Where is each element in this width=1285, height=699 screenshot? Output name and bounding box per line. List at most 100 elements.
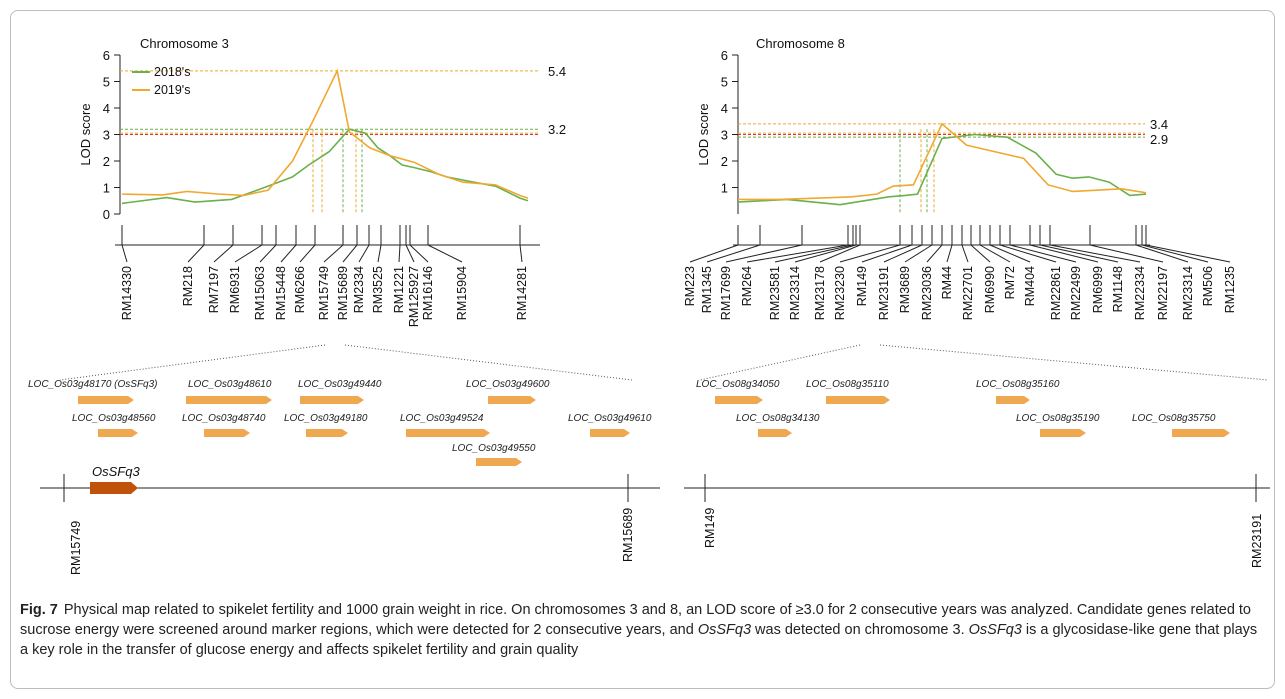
- threshold-label: 5.4: [548, 64, 566, 79]
- marker-label: RM3525: [371, 266, 385, 313]
- gene-arrow: [758, 429, 792, 437]
- marker-label: RM22701: [961, 266, 975, 320]
- marker-label: RM1345: [700, 266, 714, 313]
- chart-panel-chr3: 0123456LOD scoreChromosome 35.43.22018's…: [28, 36, 660, 575]
- zoom-guide: [345, 345, 632, 380]
- marker-connector: [971, 245, 990, 262]
- gene-label: LOC_Os03g49610: [568, 413, 652, 424]
- threshold-label: 2.9: [1150, 132, 1168, 147]
- y-tick-label: 5: [103, 75, 110, 90]
- marker-connector: [1040, 245, 1118, 262]
- y-tick-label: 0: [103, 207, 110, 222]
- y-axis-label: LOD score: [696, 103, 711, 165]
- panel-title: Chromosome 8: [756, 36, 845, 51]
- marker-connector: [281, 245, 296, 262]
- gene-label: LOC_Os03g49600: [466, 379, 550, 390]
- marker-label: RM23178: [813, 266, 827, 320]
- marker-label: RM15448: [274, 266, 288, 320]
- marker-connector: [520, 245, 522, 262]
- physical-map-left-marker: RM15749: [69, 521, 83, 575]
- legend-label: 2019's: [154, 83, 190, 97]
- marker-label: RM6266: [293, 266, 307, 313]
- gene-arrow: [300, 396, 364, 404]
- target-gene-arrow: [90, 482, 138, 494]
- marker-label: RM223: [683, 266, 697, 306]
- marker-connector: [235, 245, 262, 262]
- marker-connector: [378, 245, 381, 262]
- gene-arrow: [996, 396, 1030, 404]
- marker-label: RM1221: [392, 266, 406, 313]
- marker-label: RM44: [940, 266, 954, 299]
- gene-arrow: [826, 396, 890, 404]
- marker-label: RM22197: [1156, 266, 1170, 320]
- marker-label: RM6931: [228, 266, 242, 313]
- marker-label: RM14281: [515, 266, 529, 320]
- marker-label: RM125927: [407, 266, 421, 327]
- marker-connector: [399, 245, 400, 262]
- marker-connector: [1146, 245, 1230, 262]
- gene-arrow: [406, 429, 490, 437]
- gene-label: LOC_Os03g48170 (OsSFq3): [28, 379, 158, 390]
- y-tick-label: 3: [721, 128, 728, 143]
- gene-label: LOC_Os03g49524: [400, 413, 484, 424]
- marker-label: RM404: [1023, 266, 1037, 306]
- marker-label: RM6990: [983, 266, 997, 313]
- marker-connector: [962, 245, 968, 262]
- gene-label: LOC_Os08g35160: [976, 379, 1060, 390]
- marker-label: RM72: [1003, 266, 1017, 299]
- target-gene-label: OsSFq3: [92, 464, 140, 479]
- marker-connector: [122, 245, 127, 262]
- marker-label: RM506: [1201, 266, 1215, 306]
- marker-connector: [947, 245, 952, 262]
- marker-connector: [927, 245, 942, 262]
- gene-label: LOC_Os03g49180: [284, 413, 368, 424]
- physical-map-right-marker: RM23191: [1250, 514, 1264, 568]
- marker-label: RM1148: [1111, 266, 1125, 312]
- caption-gene-2: OsSFq3: [969, 622, 1022, 638]
- marker-label: RM218: [181, 266, 195, 306]
- marker-connector: [905, 245, 932, 262]
- marker-label: RM149: [855, 266, 869, 306]
- gene-arrow: [476, 458, 522, 466]
- physical-map-right-marker: RM15689: [621, 508, 635, 562]
- gene-label: LOC_Os03g48560: [72, 413, 156, 424]
- gene-label: LOC_Os08g34050: [696, 379, 780, 390]
- marker-label: RM22861: [1049, 266, 1063, 320]
- caption-text-2: was detected on chromosome 3.: [751, 622, 969, 638]
- marker-label: RM23230: [833, 266, 847, 320]
- marker-label: RM7197: [207, 266, 221, 313]
- gene-arrow: [78, 396, 134, 404]
- gene-arrow: [1172, 429, 1230, 437]
- gene-label: LOC_Os03g48740: [182, 413, 266, 424]
- caption-label: Fig. 7: [20, 602, 58, 618]
- y-tick-label: 1: [103, 181, 110, 196]
- caption-gene-1: OsSFq3: [698, 622, 751, 638]
- gene-arrow: [590, 429, 630, 437]
- zoom-guide: [700, 345, 860, 380]
- threshold-label: 3.4: [1150, 117, 1168, 132]
- gene-label: LOC_Os08g35750: [1132, 413, 1216, 424]
- y-tick-label: 1: [721, 181, 728, 196]
- y-tick-label: 6: [103, 48, 110, 63]
- marker-label: RM23314: [1181, 266, 1195, 320]
- gene-label: LOC_Os03g48610: [188, 379, 272, 390]
- gene-label: LOC_Os08g35190: [1016, 413, 1100, 424]
- gene-label: LOC_Os03g49440: [298, 379, 382, 390]
- marker-label: RM23581: [768, 266, 782, 320]
- series-line-y2018: [738, 135, 1146, 205]
- marker-connector: [188, 245, 204, 262]
- gene-arrow: [1040, 429, 1086, 437]
- gene-label: LOC_Os08g35110: [806, 379, 889, 390]
- gene-arrow: [186, 396, 272, 404]
- marker-label: RM2334: [352, 266, 366, 313]
- y-tick-label: 2: [103, 154, 110, 169]
- y-tick-label: 6: [721, 48, 728, 63]
- marker-connector: [343, 245, 357, 262]
- marker-label: RM15904: [455, 266, 469, 320]
- marker-connector: [775, 245, 853, 262]
- zoom-guide: [60, 345, 325, 380]
- gene-arrow: [204, 429, 250, 437]
- y-tick-label: 2: [721, 154, 728, 169]
